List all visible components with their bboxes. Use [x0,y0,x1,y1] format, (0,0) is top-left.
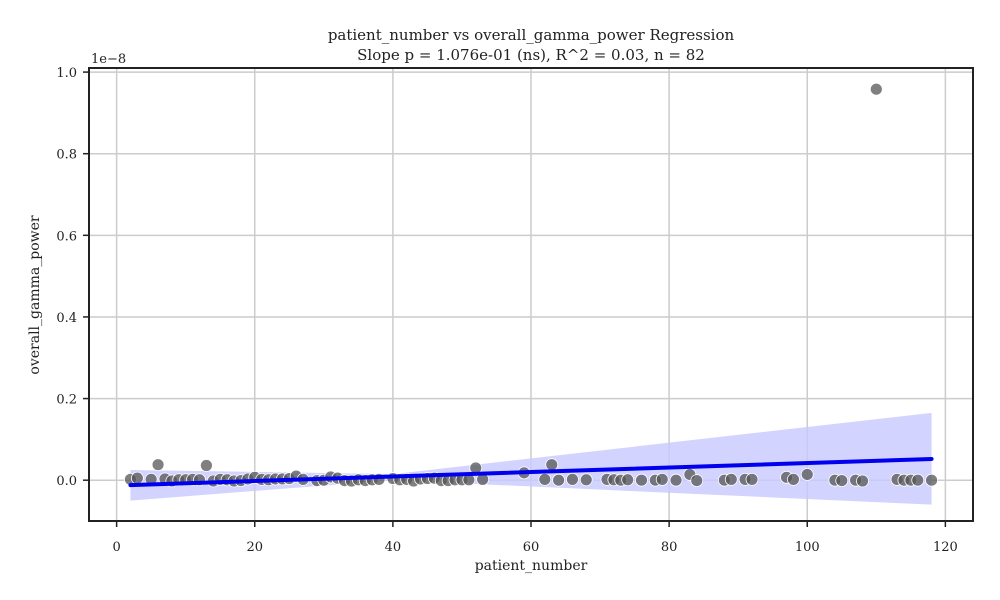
data-point [745,472,759,486]
data-point [856,474,869,488]
data-point [800,468,814,481]
y-tick-label: 0.8 [56,148,77,163]
data-point [566,472,579,486]
data-point [724,472,738,486]
data-point [690,474,704,487]
y-tick-label: 0.2 [56,393,77,408]
data-point [538,472,552,486]
data-point [925,473,938,487]
y-offset-label: 1e−8 [91,52,126,67]
data-point [635,473,648,487]
data-point [835,474,849,487]
data-point [655,472,669,486]
grid-lines [89,68,973,521]
y-tick-label: 1.0 [56,66,77,81]
x-axis-label: patient_number [475,558,588,574]
x-tick-label: 60 [523,540,540,555]
regression-line-layer [128,456,934,488]
y-axis-label: overall_gamma_power [27,215,43,374]
data-point [621,473,635,487]
y-tick-label: 0.0 [56,474,77,489]
data-point [869,82,883,96]
data-point [669,473,683,487]
data-point [579,473,593,487]
chart-title: patient_number vs overall_gamma_power Re… [328,26,735,44]
x-tick-label: 120 [933,540,958,555]
data-point [545,458,559,472]
data-point [787,472,800,486]
data-point [151,458,165,472]
y-tick-label: 0.6 [56,229,77,244]
data-point [130,471,144,485]
data-point [200,459,213,472]
data-point [911,473,925,487]
y-tick-label: 0.4 [56,311,77,326]
data-point [552,473,566,487]
regression-line [128,456,934,488]
axis-ticks: 0 20 40 60 80 100 120 0.0 0.2 0.4 0.6 0.8 1.0 [56,66,957,555]
x-tick-label: 40 [385,540,402,555]
x-tick-label: 80 [661,540,678,555]
chart-subtitle: Slope p = 1.076e-01 (ns), R^2 = 0.03, n … [357,46,705,64]
x-tick-label: 0 [112,540,120,555]
x-tick-label: 20 [246,540,263,555]
x-tick-label: 100 [795,540,820,555]
